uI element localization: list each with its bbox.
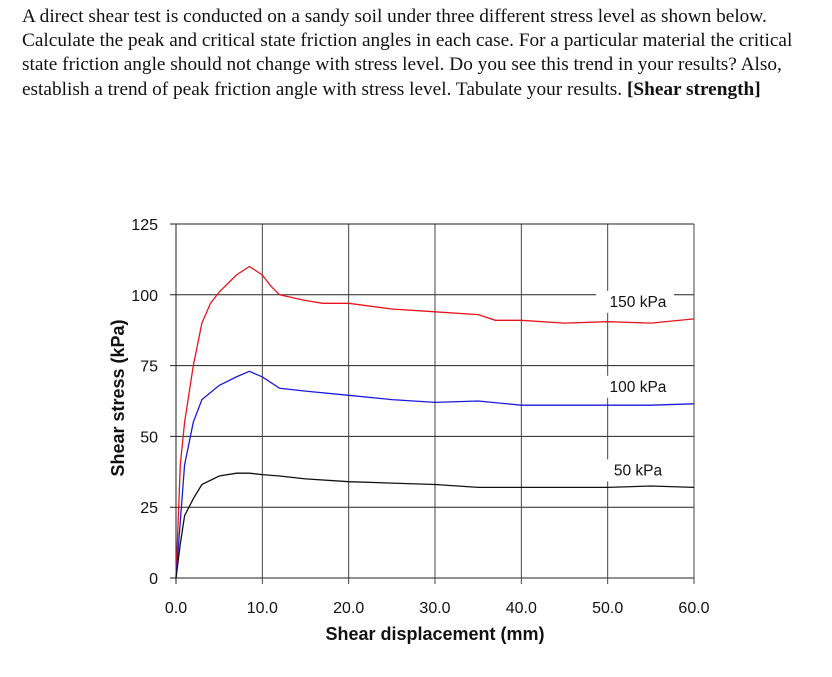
y-tick-label: 25 [140,500,158,517]
x-tick-label: 40.0 [506,600,537,617]
y-tick-label: 125 [131,217,158,234]
tick-labels: 0 25 50 75 100 125 0.0 10.0 20.0 30.0 40.0 50.0 60.0 [131,217,709,617]
x-tick-label: 60.0 [678,600,709,617]
x-tick-label: 0.0 [165,600,187,617]
series-line-150-kpa [175,265,695,579]
grid [170,223,695,584]
series-label-bg [596,459,674,482]
x-tick-label: 50.0 [592,600,623,617]
question-text: A direct shear test is conducted on a sa… [22,5,812,102]
x-tick-label: 30.0 [419,600,450,617]
x-axis-title: Shear displacement (mm) [325,624,544,644]
y-tick-label: 100 [131,288,158,305]
series-line-100-kpa [175,370,695,579]
question-body: A direct shear test is conducted on a sa… [22,6,793,100]
series-label: 50 kPa [614,462,663,479]
question-tag: [Shear strength] [626,78,761,100]
series-label: 100 kPa [610,379,667,396]
series-line-50-kpa [175,472,695,579]
series-labels: 150 kPa 100 kPa 50 kPa [596,290,674,482]
y-tick-label: 0 [149,571,158,588]
y-axis-title: Shear stress (kPa) [108,319,128,476]
series-label-bg [596,290,674,313]
series-label: 150 kPa [610,294,667,311]
y-tick-label: 75 [140,359,158,376]
series-lines [175,265,695,579]
x-tick-label: 20.0 [333,600,364,617]
series-label-bg [596,375,674,398]
y-tick-label: 50 [140,429,158,446]
x-tick-label: 10.0 [247,600,278,617]
